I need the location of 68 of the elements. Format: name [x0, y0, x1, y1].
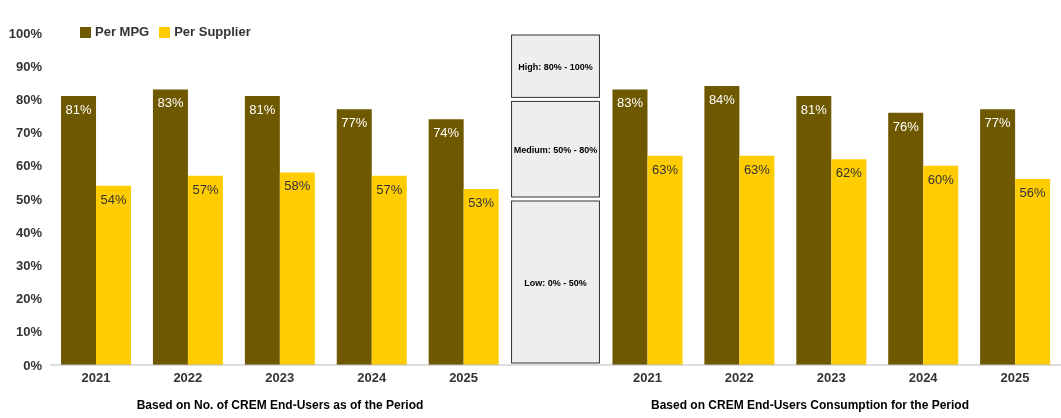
x-tick-label: 2022 [173, 370, 203, 386]
band-label: Medium: 50% - 80% [513, 145, 598, 156]
data-label: 57% [192, 181, 219, 197]
data-label: 81% [800, 102, 828, 118]
bar [244, 96, 280, 365]
text: Based on No. of CREM End-Users as of the Period [135, 398, 425, 412]
x-tick-label: 2022 [724, 370, 754, 386]
bar [336, 109, 372, 365]
data-label: 81% [249, 102, 276, 118]
bar [1015, 179, 1051, 365]
data-label: 81% [65, 102, 92, 118]
data-label: 83% [616, 95, 644, 111]
bar [428, 119, 464, 365]
bar [831, 159, 867, 365]
y-tick-label: 10% [15, 324, 43, 340]
x-tick-label: 2021 [632, 370, 662, 386]
y-tick-label: 90% [15, 58, 43, 74]
data-label: 60% [927, 171, 955, 187]
bar [739, 155, 775, 365]
data-label: 53% [468, 195, 495, 211]
data-label: 54% [100, 191, 127, 207]
data-label: 77% [341, 115, 368, 131]
bar [371, 175, 407, 365]
data-label: 77% [984, 115, 1012, 131]
bar [980, 109, 1016, 365]
bar [96, 185, 132, 365]
legend-label: Per MPG [95, 24, 150, 39]
bar [888, 112, 924, 365]
y-tick-label: 20% [15, 291, 43, 307]
data-label: 57% [376, 181, 403, 197]
data-label: 83% [157, 95, 184, 111]
data-label: 63% [743, 161, 771, 177]
bar [923, 165, 959, 365]
y-tick-label: 100% [8, 25, 43, 41]
data-label: 58% [284, 178, 311, 194]
text: Based on CREM End-Users Consumption for the Period [650, 398, 970, 412]
bar [152, 89, 188, 365]
bar [704, 86, 740, 365]
x-tick-label: 2025 [1000, 370, 1030, 386]
data-label: 62% [835, 165, 863, 181]
bar [61, 96, 97, 365]
y-tick-label: 70% [15, 125, 43, 141]
data-label: 56% [1019, 185, 1047, 201]
data-label: 76% [892, 118, 920, 134]
bar [463, 189, 499, 365]
data-label: 63% [651, 161, 679, 177]
y-tick-label: 0% [23, 357, 43, 373]
x-tick-label: 2024 [908, 370, 939, 386]
data-label: 74% [433, 125, 460, 141]
bar [612, 89, 648, 365]
legend-label: Per Supplier [174, 24, 251, 39]
y-tick-label: 60% [15, 158, 43, 174]
bar [187, 175, 223, 365]
x-tick-label: 2024 [357, 370, 387, 386]
bar [279, 172, 315, 365]
bar [647, 155, 683, 365]
y-tick-label: 80% [15, 92, 43, 108]
band-label: High: 80% - 100% [518, 62, 593, 73]
y-tick-label: 50% [15, 191, 43, 207]
x-tick-label: 2023 [816, 370, 846, 386]
bar [796, 96, 832, 365]
y-tick-label: 30% [15, 258, 43, 274]
band-label: Low: 0% - 50% [524, 278, 587, 288]
x-tick-label: 2023 [265, 370, 295, 386]
y-tick-label: 40% [15, 224, 43, 240]
x-tick-label: 2025 [449, 370, 479, 386]
x-tick-label: 2021 [81, 370, 111, 386]
data-label: 84% [708, 92, 736, 108]
